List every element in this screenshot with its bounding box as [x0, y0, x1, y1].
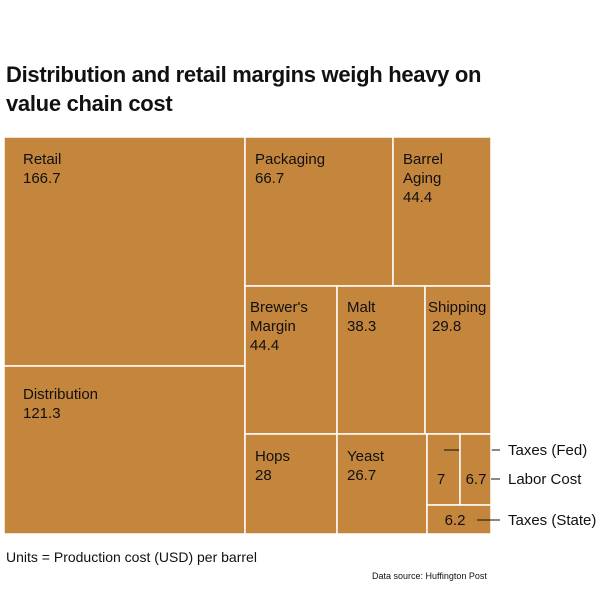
- cell-value-labor-cost: 6.7: [466, 471, 487, 488]
- cell-label-brewer-s-margin-1: Brewer's: [250, 299, 308, 316]
- cell-value-brewer-s-margin: 44.4: [250, 337, 279, 354]
- callout-label-taxes-state: Taxes (State): [508, 512, 596, 529]
- cell-label-distribution: Distribution: [23, 386, 98, 403]
- units-note: Units = Production cost (USD) per barrel: [6, 549, 257, 565]
- chart-title-line-2: value chain cost: [6, 91, 173, 116]
- chart-title-line-1: Distribution and retail margins weigh he…: [6, 62, 482, 87]
- treemap-cell-barrel-aging: [392, 136, 492, 287]
- cell-value-distribution: 121.3: [23, 405, 61, 422]
- chart-title: Distribution and retail margins weigh he…: [6, 60, 566, 118]
- cell-label-brewer-s-margin-2: Margin: [250, 318, 296, 335]
- cell-label-hops: Hops: [255, 448, 290, 465]
- cell-value-malt: 38.3: [347, 318, 376, 335]
- cell-label-yeast: Yeast: [347, 448, 385, 465]
- cell-value-shipping: 29.8: [432, 318, 461, 335]
- cell-value-yeast: 26.7: [347, 467, 376, 484]
- cell-label-barrel-aging-1: Barrel: [403, 151, 443, 168]
- treemap-cell-yeast: [336, 433, 428, 535]
- cell-label-retail: Retail: [23, 151, 61, 168]
- treemap-cell-labor-cost: [459, 433, 492, 506]
- treemap-cell-malt: [336, 285, 426, 435]
- cell-value-retail: 166.7: [23, 170, 61, 187]
- cell-value-barrel-aging: 44.4: [403, 189, 432, 206]
- cell-value-hops: 28: [255, 467, 272, 484]
- cell-value-taxes-state: 6.2: [445, 512, 466, 529]
- treemap-cell-hops: [244, 433, 338, 535]
- cell-label-shipping: Shipping: [428, 299, 486, 316]
- cell-label-packaging: Packaging: [255, 151, 325, 168]
- callout-label-taxes-fed: Taxes (Fed): [508, 442, 587, 459]
- cell-value-packaging: 66.7: [255, 170, 284, 187]
- callout-label-labor-cost: Labor Cost: [508, 471, 582, 488]
- cell-value-taxes-fed: 7: [437, 471, 445, 488]
- treemap-cell-packaging: [244, 136, 394, 287]
- cell-label-malt: Malt: [347, 299, 376, 316]
- treemap-cell-taxes-fed: [426, 433, 461, 506]
- source-note: Data source: Huffington Post: [372, 571, 487, 581]
- cell-label-barrel-aging-2: Aging: [403, 170, 441, 187]
- treemap-cell-shipping: [424, 285, 492, 435]
- treemap-cell-brewer-s-margin: [244, 285, 338, 435]
